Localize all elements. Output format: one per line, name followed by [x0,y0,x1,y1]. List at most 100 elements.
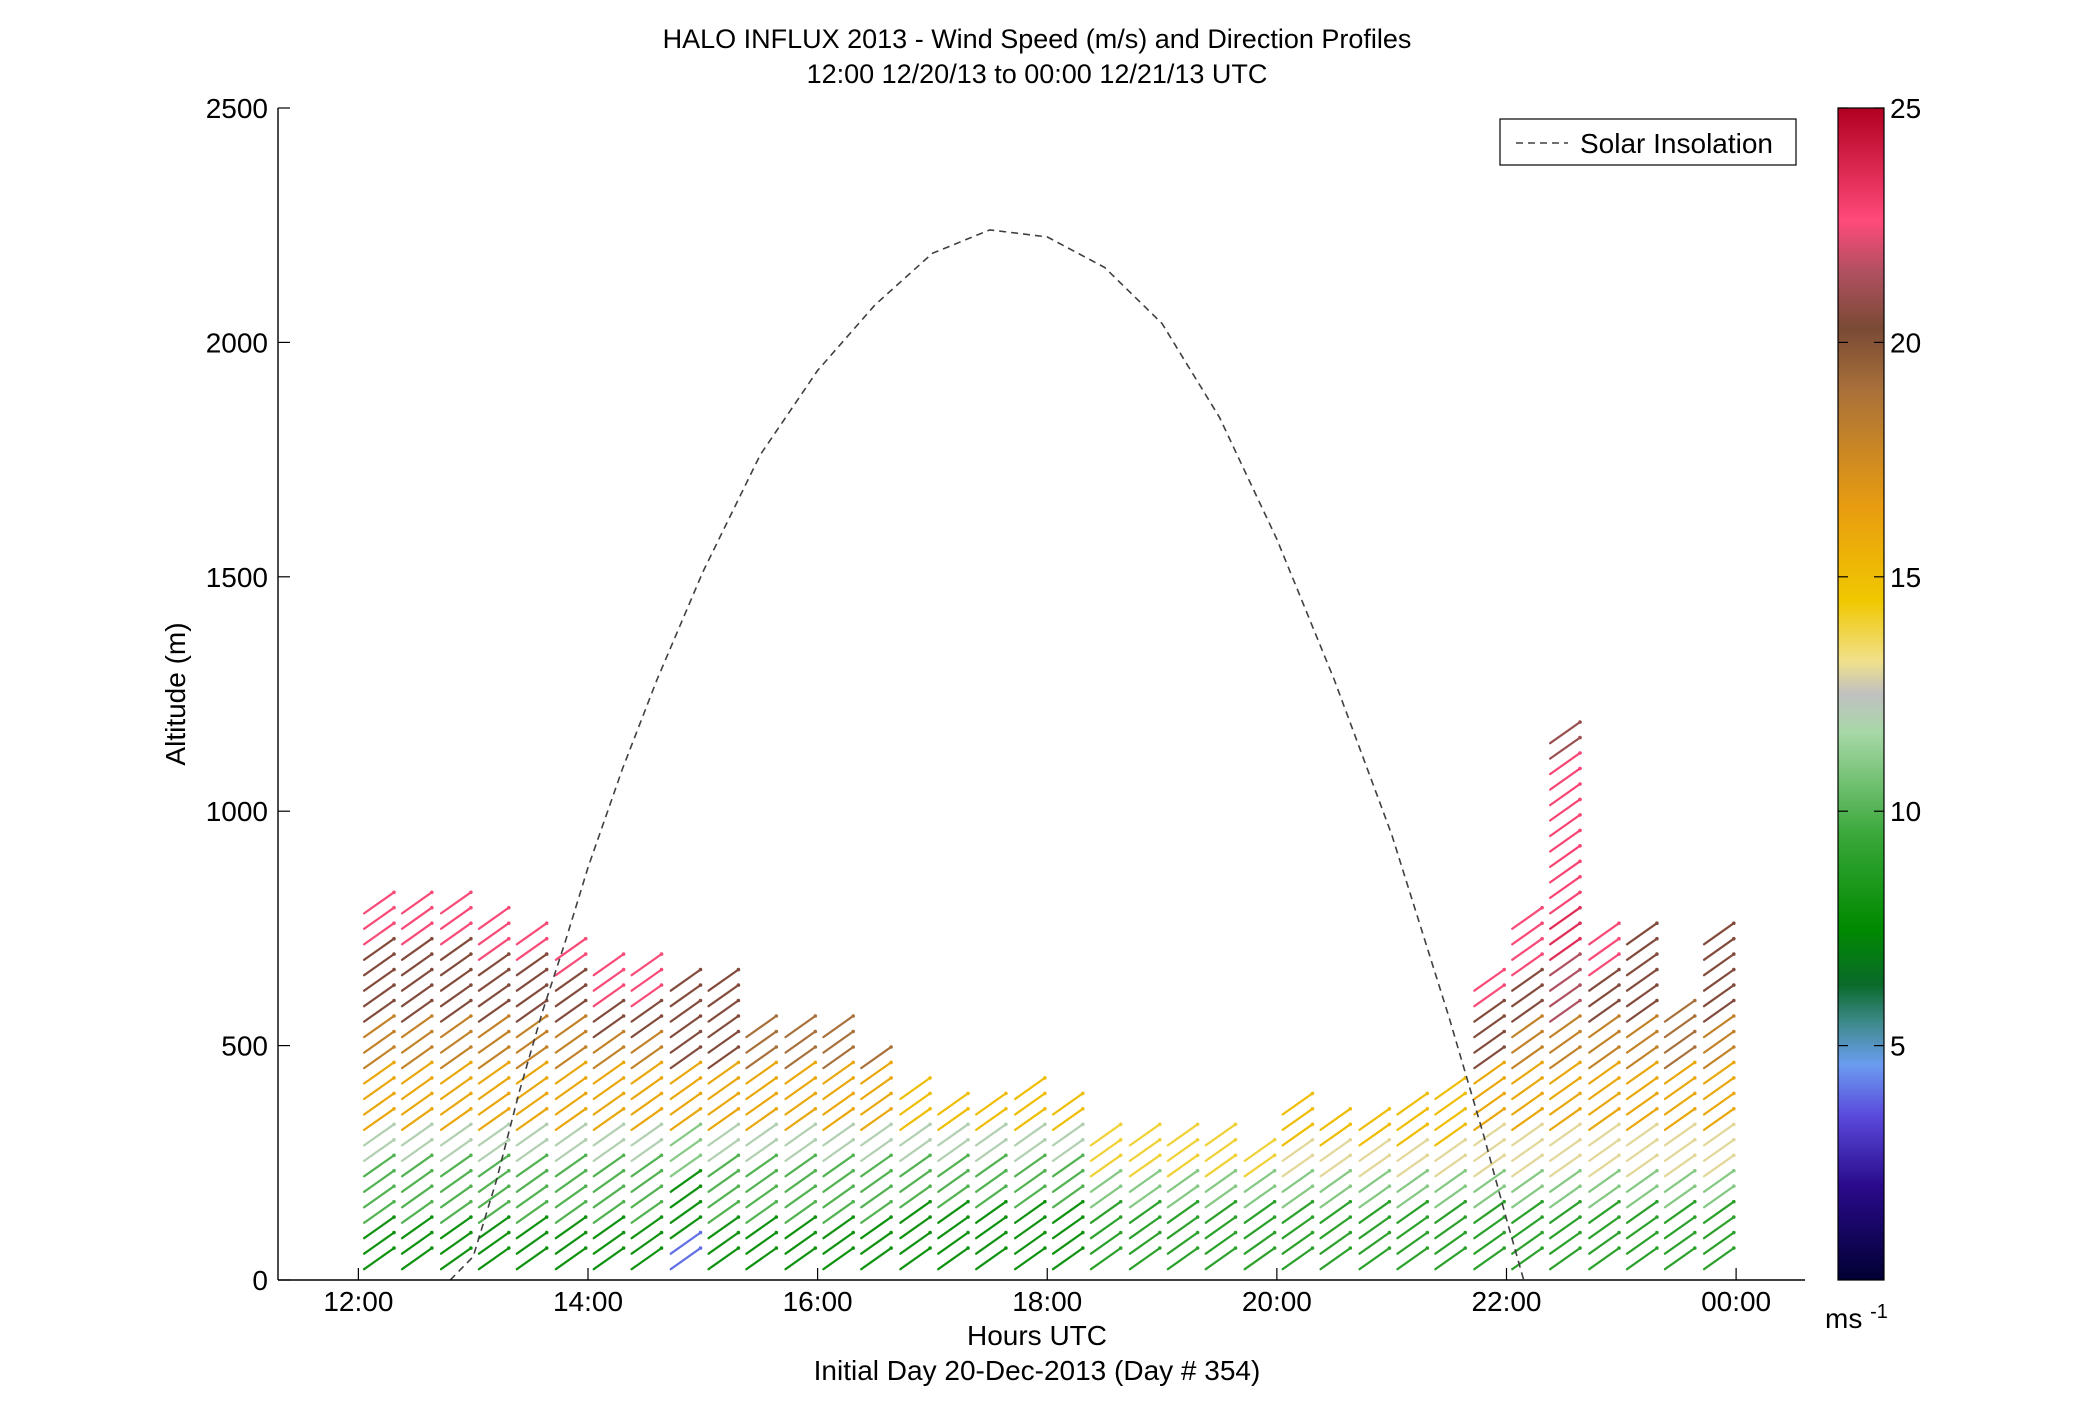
wind-arrow [745,1231,778,1255]
wind-arrow-head [774,1107,779,1111]
wind-arrow [630,1169,663,1193]
wind-arrow [1089,1169,1122,1193]
wind-arrow [439,952,472,977]
wind-arrow [1548,782,1582,807]
wind-arrow [1588,999,1621,1023]
wind-arrow [1548,1014,1582,1039]
wind-arrow-head [430,1215,434,1219]
wind-arrow [477,1107,510,1132]
wind-arrow-head [1617,921,1621,925]
wind-arrow [1243,1138,1276,1163]
wind-arrow [1625,1169,1659,1193]
wind-arrow [1473,999,1506,1023]
wind-arrow [860,1200,893,1224]
wind-arrow [400,999,433,1023]
wind-arrow [363,952,396,977]
wind-arrow-head [851,1168,855,1173]
wind-arrow-head [1732,1153,1736,1158]
wind-profile-column [439,890,473,1271]
wind-arrow [707,1107,740,1132]
wind-arrow [554,1030,587,1054]
wind-arrow [400,983,433,1008]
wind-arrow [1396,1138,1429,1163]
wind-arrow-head [1693,1107,1697,1111]
wind-arrow [515,1045,548,1070]
wind-arrow [822,1014,855,1039]
wind-arrow [1588,1185,1621,1209]
wind-arrow [439,1076,472,1101]
wind-arrow [1089,1215,1122,1240]
wind-arrow-head [889,1153,893,1158]
wind-profile-column [669,967,703,1271]
wind-arrow-head [659,1076,664,1080]
wind-arrow-head [392,1029,396,1034]
wind-arrow [707,1200,740,1224]
wind-arrow [515,1138,548,1163]
wind-arrow [439,937,472,961]
wind-arrow-head [698,1138,703,1142]
wind-arrow [400,1030,433,1054]
wind-arrow-head [1387,1107,1392,1111]
wind-arrow [707,1231,740,1255]
wind-arrow-head [469,921,473,925]
wind-arrow-head [1195,1153,1200,1158]
wind-arrow-head [583,936,588,941]
wind-arrow-head [1310,1230,1315,1235]
wind-arrow-head [621,1122,626,1127]
wind-arrow-head [544,983,549,987]
wind-arrow-head [774,1184,779,1188]
wind-arrow [1663,1030,1696,1054]
wind-arrow-head [544,1153,549,1158]
wind-arrow [1473,1215,1506,1240]
wind-arrow [477,1154,510,1178]
wind-arrow [554,1076,587,1101]
wind-arrow-head [1655,1076,1659,1080]
wind-arrow-head [1387,1168,1392,1173]
wind-arrow-head [1655,952,1659,956]
wind-arrow-head [1578,735,1582,740]
wind-arrow [1548,1138,1582,1163]
wind-arrow-head [1004,1122,1008,1127]
wind-arrow [592,983,625,1008]
wind-arrow-head [1617,1014,1621,1018]
wind-arrow [1128,1246,1161,1271]
wind-arrow-head [813,1168,818,1173]
wind-arrow [1281,1169,1314,1193]
wind-arrow [784,1030,817,1054]
wind-arrow [1243,1200,1276,1224]
wind-arrow [937,1246,970,1271]
wind-arrow-head [1387,1184,1392,1188]
wind-arrow [554,983,587,1008]
wind-arrow [669,1076,702,1101]
wind-arrow [784,1215,817,1240]
wind-arrow-head [1272,1199,1277,1204]
wind-arrow [784,1045,817,1070]
colorbar-tick-label: 20 [1890,327,1921,358]
wind-arrow-head [1043,1091,1047,1096]
wind-arrow-head [889,1184,893,1188]
wind-arrow [1204,1123,1237,1147]
wind-arrow-head [1693,1199,1697,1204]
wind-arrow-head [659,1091,664,1096]
wind-arrow [1396,1107,1429,1132]
wind-arrow-head [621,1199,626,1204]
wind-arrow [1434,1123,1467,1147]
wind-arrow-head [1617,1045,1621,1049]
wind-arrow-head [1118,1184,1123,1188]
wind-arrow-head [507,1199,511,1204]
wind-arrow-head [507,1091,511,1096]
wind-arrow [363,1092,396,1116]
wind-arrow [1434,1215,1467,1240]
wind-arrow [630,1045,663,1070]
wind-arrow [477,1061,510,1085]
wind-arrow [400,1092,433,1116]
wind-arrow [822,1123,855,1147]
wind-arrow-head [889,1091,893,1096]
wind-arrow-head [813,1045,818,1049]
wind-arrow [363,922,396,946]
wind-arrow-head [1732,1246,1736,1250]
wind-profile-column [400,890,434,1271]
wind-arrow-head [1578,813,1582,817]
wind-arrow [822,1030,855,1054]
wind-arrow [592,1030,625,1054]
